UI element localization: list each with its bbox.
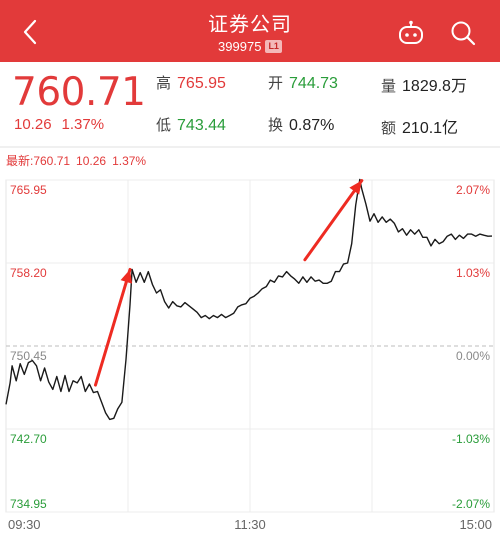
stat-label: 换 bbox=[268, 116, 284, 134]
stat-value: 0.87% bbox=[289, 117, 335, 134]
y-tick-label-right: 0.00% bbox=[456, 349, 490, 363]
stat-label: 量 bbox=[381, 77, 397, 95]
stat-value: 210.1亿 bbox=[402, 120, 459, 137]
stock-code: 399975 bbox=[218, 39, 262, 55]
annotation-arrow-shaft bbox=[93, 267, 132, 387]
latest-price-line: 最新:760.71 10.26 1.37% bbox=[6, 152, 152, 169]
quote-panel: 760.71 10.26 1.37% 高 765.95 开 744.73 量 1829.… bbox=[0, 62, 500, 146]
intraday-chart[interactable]: 765.95 758.20 750.45 742.70 734.95 2.07% 1.03%… bbox=[0, 168, 500, 541]
stock-code-row: 399975 L1 bbox=[0, 38, 500, 54]
annotation-arrow-head bbox=[349, 180, 362, 195]
stat-volume: 量 1829.8万 bbox=[381, 72, 467, 96]
y-tick-label-right: 1.03% bbox=[456, 266, 490, 280]
annotation-arrow-head bbox=[120, 269, 133, 284]
y-tick-label-right: -1.03% bbox=[452, 432, 490, 446]
stat-low: 低 743.44 bbox=[156, 114, 226, 135]
last-price: 760.71 bbox=[12, 70, 146, 115]
divider bbox=[0, 146, 500, 148]
y-tick-label-left: 750.45 bbox=[10, 349, 47, 363]
x-tick-label: 15:00 bbox=[459, 517, 492, 532]
stat-turnover: 换 0.87% bbox=[268, 114, 334, 135]
y-tick-label-left: 765.95 bbox=[10, 183, 47, 197]
page-title: 证券公司 bbox=[208, 12, 292, 36]
chevron-left-icon[interactable] bbox=[18, 17, 44, 47]
change-percent: 1.37% bbox=[61, 116, 105, 133]
robot-icon[interactable] bbox=[397, 20, 425, 46]
latest-label: 最新:760.71 bbox=[6, 154, 71, 168]
annotation-arrow-shaft bbox=[303, 179, 364, 262]
latest-pct: 1.37% bbox=[112, 154, 147, 168]
level-badge: L1 bbox=[265, 40, 282, 54]
stat-amount: 额 210.1亿 bbox=[381, 114, 458, 138]
stat-high: 高 765.95 bbox=[156, 72, 226, 93]
x-tick-label: 09:30 bbox=[8, 517, 41, 532]
stat-open: 开 744.73 bbox=[268, 72, 338, 93]
stat-value: 743.44 bbox=[177, 117, 226, 134]
y-tick-label-left: 734.95 bbox=[10, 497, 47, 511]
latest-change: 10.26 bbox=[76, 154, 107, 168]
stat-label: 低 bbox=[156, 116, 172, 134]
y-tick-label-left: 742.70 bbox=[10, 432, 47, 446]
stat-value: 765.95 bbox=[177, 75, 226, 92]
stat-value: 744.73 bbox=[289, 75, 338, 92]
price-change: 10.26 1.37% bbox=[14, 116, 114, 133]
x-tick-label: 11:30 bbox=[234, 517, 266, 532]
change-value: 10.26 bbox=[14, 116, 52, 133]
y-tick-label-left: 758.20 bbox=[10, 266, 47, 280]
header-bar: 证券公司 399975 L1 bbox=[0, 0, 500, 62]
search-icon[interactable] bbox=[449, 19, 477, 47]
y-tick-label-right: 2.07% bbox=[456, 183, 490, 197]
price-line bbox=[5, 178, 493, 421]
stat-label: 高 bbox=[156, 74, 172, 92]
stat-label: 开 bbox=[268, 74, 284, 92]
y-tick-label-right: -2.07% bbox=[452, 497, 490, 511]
stat-label: 额 bbox=[381, 119, 397, 137]
stat-value: 1829.8万 bbox=[402, 78, 467, 95]
